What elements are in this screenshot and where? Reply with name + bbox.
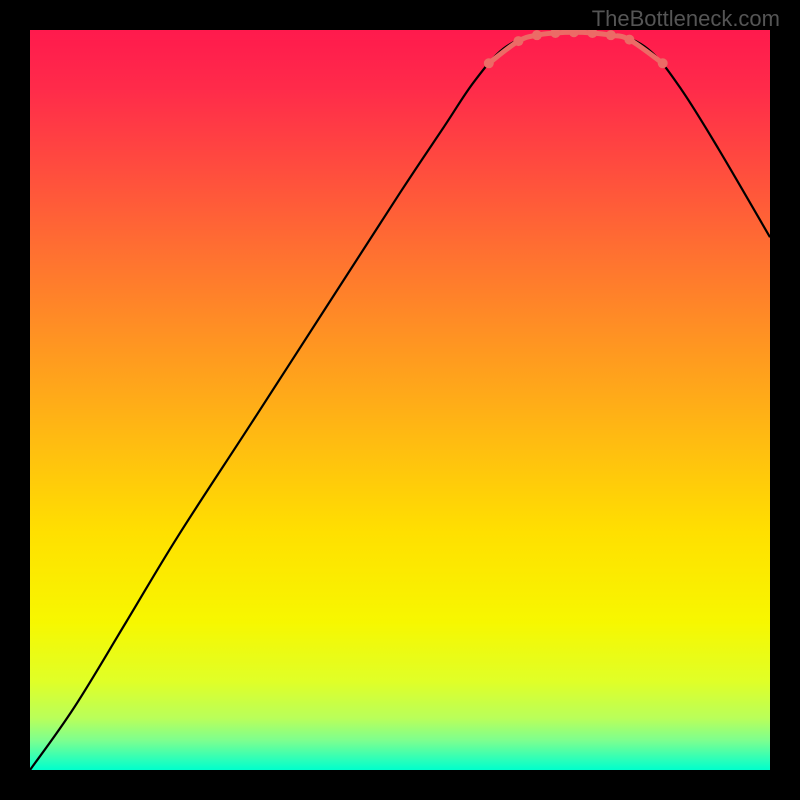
- highlight-marker: [624, 35, 634, 45]
- main-curve-line: [30, 33, 770, 770]
- chart-area: [30, 30, 770, 770]
- highlight-marker: [569, 30, 579, 37]
- highlight-marker: [532, 30, 542, 40]
- highlight-marker: [550, 30, 560, 38]
- highlight-segment: [489, 32, 663, 63]
- chart-container: TheBottleneck.com: [0, 0, 800, 800]
- highlight-marker: [484, 58, 494, 68]
- highlight-marker: [513, 36, 523, 46]
- watermark-text: TheBottleneck.com: [592, 6, 780, 32]
- highlight-marker: [658, 58, 668, 68]
- bottleneck-curve: [30, 30, 770, 770]
